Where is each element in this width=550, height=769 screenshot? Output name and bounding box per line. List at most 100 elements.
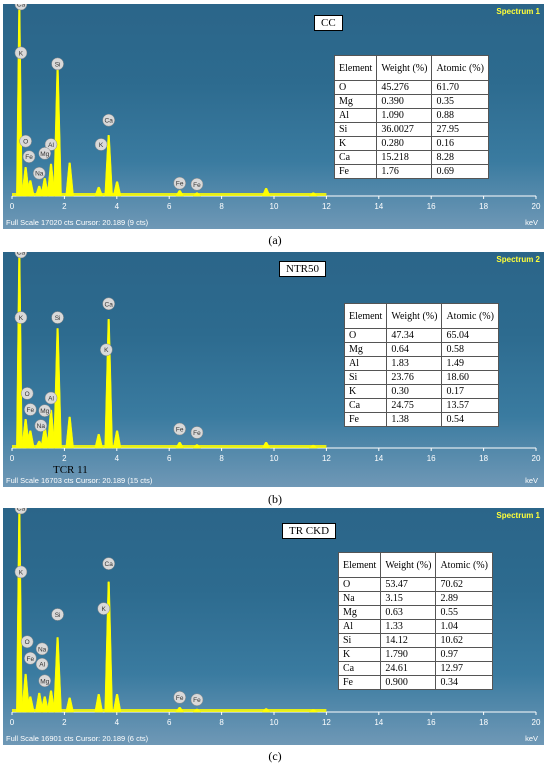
peak-label-marker: [97, 602, 110, 615]
peak-label: Fe: [27, 656, 35, 663]
cell-weight: 1.38: [386, 412, 443, 427]
sample-name: CC: [314, 15, 343, 31]
table-row: Ca 24.61 12.97: [337, 661, 493, 676]
cell-element: Mg: [337, 605, 382, 620]
spectrum-panel-b: 0 2 4 6 8 10 12 14 16 18 20 Ca K Si O Fe Al Mg Na Ca K Fe Fe S…: [3, 252, 544, 487]
spectrum-label: Spectrum 1: [496, 511, 540, 520]
peak-label-marker: [94, 138, 108, 151]
spectrum-peak: [65, 416, 74, 449]
peak-label: Ca: [17, 508, 26, 513]
peak-label-marker: [102, 297, 115, 311]
sample-name: NTR50: [279, 261, 326, 277]
cell-element: Ca: [333, 150, 378, 165]
x-tick-label: 4: [115, 202, 120, 211]
spectrum-footer: Full Scale 17020 cts Cursor: 20.189 (9 c…: [6, 218, 149, 227]
peak-label: Ca: [17, 252, 26, 257]
peak-label-marker: [35, 657, 49, 671]
cell-atomic: 65.04: [441, 328, 499, 343]
peak-label-marker: [100, 343, 113, 356]
cell-element: O: [343, 328, 388, 343]
table-row: Si 23.76 18.60: [343, 370, 499, 385]
cell-weight: 0.900: [380, 675, 437, 690]
x-tick-label: 16: [427, 454, 436, 463]
spectrum-footer: Full Scale 16703 cts Cursor: 20.189 (15 …: [6, 476, 153, 485]
table-row: O 53.47 70.62: [337, 577, 493, 592]
table-row: K 1.790 0.97: [337, 647, 493, 662]
peak-label: Mg: [40, 678, 49, 685]
peak-label: Ca: [105, 301, 114, 308]
peak-label-marker: [51, 608, 64, 621]
table-row: O 45.276 61.70: [333, 80, 489, 95]
cell-atomic: 0.55: [435, 605, 493, 620]
cell-atomic: 1.49: [441, 356, 499, 371]
peak-label-marker: [22, 150, 36, 163]
cell-element: Mg: [343, 342, 388, 357]
cell-weight: 0.63: [380, 605, 437, 620]
cell-atomic: 0.17: [441, 384, 499, 399]
peak-label-marker: [51, 311, 64, 324]
cell-atomic: 8.28: [431, 150, 489, 165]
x-tick-label: 16: [427, 718, 436, 727]
cell-element: Fe: [333, 164, 378, 179]
peak-label: Fe: [193, 430, 201, 437]
spectrum-peak: [104, 581, 113, 713]
composition-table: Element Weight (%) Atomic (%) O 47.34 65.0…: [343, 303, 499, 427]
peak-label-marker: [14, 252, 28, 259]
cell-element: O: [333, 80, 378, 95]
table-row: Al 1.090 0.88: [333, 108, 489, 123]
peak-label: Na: [35, 171, 44, 178]
x-tick-label: 4: [115, 454, 120, 463]
cell-atomic: 10.62: [435, 633, 493, 648]
cell-weight: 3.15: [380, 591, 437, 606]
peak-label: K: [19, 50, 24, 57]
cell-atomic: 13.57: [441, 398, 499, 413]
cell-weight: 24.61: [380, 661, 437, 676]
cell-element: K: [343, 384, 388, 399]
spectrum-label: Spectrum 2: [496, 255, 540, 264]
peak-label-marker: [14, 4, 28, 11]
x-tick-label: 16: [427, 202, 436, 211]
x-tick-label: 18: [479, 718, 488, 727]
cell-weight: 1.090: [376, 108, 433, 123]
peak-label-marker: [102, 557, 115, 570]
x-tick-label: 4: [115, 718, 120, 727]
peak-label: Si: [55, 61, 61, 68]
x-tick-label: 18: [479, 202, 488, 211]
x-axis-unit: keV: [525, 218, 538, 227]
x-tick-label: 8: [219, 718, 224, 727]
peak-label: O: [23, 139, 28, 146]
cell-atomic: 0.16: [431, 136, 489, 151]
cell-atomic: 2.89: [435, 591, 493, 606]
cell-weight: 23.76: [386, 370, 443, 385]
table-row: O 47.34 65.04: [343, 328, 499, 343]
peak-label: K: [99, 142, 104, 149]
x-tick-label: 0: [10, 202, 15, 211]
table-row: Ca 15.218 8.28: [333, 150, 489, 165]
peak-label: O: [25, 391, 30, 398]
cell-element: Fe: [337, 675, 382, 690]
cell-weight: 0.64: [386, 342, 443, 357]
peak-label-marker: [24, 403, 37, 416]
peak-label-marker: [44, 391, 58, 405]
cell-atomic: 0.54: [441, 412, 499, 427]
peak-label: Mg: [40, 408, 49, 415]
cell-atomic: 0.34: [435, 675, 493, 690]
peak-label: Na: [38, 646, 47, 653]
peak-label-marker: [20, 635, 34, 648]
cell-element: Si: [343, 370, 388, 385]
peak-label-marker: [35, 642, 49, 656]
spectrum-peak: [53, 637, 62, 713]
peak-label-marker: [173, 176, 186, 190]
cell-weight: 14.12: [380, 633, 437, 648]
cell-weight: 1.76: [376, 164, 433, 179]
cell-weight: 47.34: [386, 328, 443, 343]
cell-atomic: 27.95: [431, 122, 489, 137]
peak-label-marker: [173, 691, 186, 704]
table-row: Mg 0.64 0.58: [343, 342, 499, 357]
cell-element: O: [337, 577, 382, 592]
cell-weight: 1.790: [380, 647, 437, 662]
overlay-text: TCR 11: [53, 464, 88, 476]
cell-atomic: 61.70: [431, 80, 489, 95]
